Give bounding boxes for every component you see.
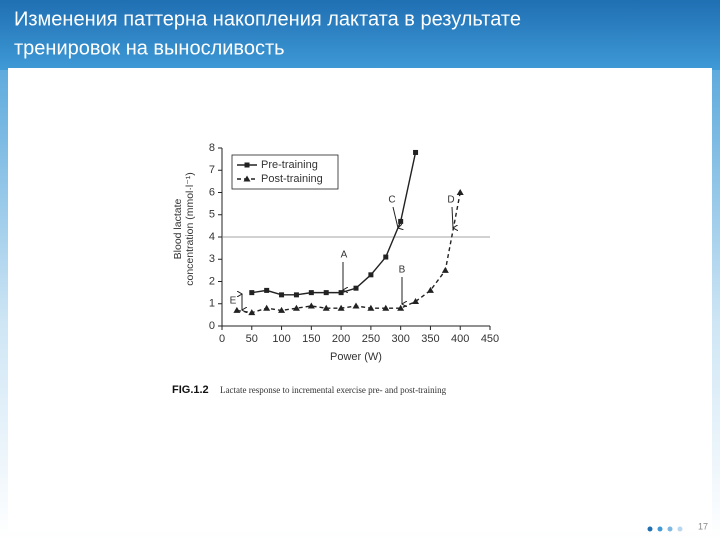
data-point [292, 304, 300, 311]
header [0, 0, 720, 70]
y-tick-label: 6 [209, 186, 215, 198]
y-tick-label: 2 [209, 275, 215, 287]
data-point [263, 304, 271, 311]
data-point [456, 189, 464, 195]
legend-label: Pre-training [261, 159, 318, 171]
slide-title: Изменения паттерна накопления лактата в … [14, 8, 521, 30]
x-tick-label: 300 [391, 333, 409, 345]
data-point [264, 287, 270, 293]
data-point [352, 302, 360, 309]
page-dots [647, 526, 683, 532]
legend-marker [244, 162, 250, 168]
data-point [441, 266, 449, 273]
annotation: B [399, 265, 406, 276]
legend-marker [243, 175, 251, 182]
annotation: A [341, 250, 348, 261]
annotation-arrow [392, 206, 398, 228]
annotation-arrow [451, 206, 453, 228]
y-tick-label: 5 [209, 209, 215, 221]
data-point [322, 304, 330, 311]
y-tick-label: 0 [209, 320, 215, 332]
page-number: 17 [698, 521, 708, 531]
x-tick-label: 50 [246, 333, 258, 345]
data-point [398, 218, 404, 224]
x-tick-label: 450 [481, 333, 499, 345]
y-tick-label: 4 [209, 231, 215, 243]
y-axis-label: concentration (mmol·l⁻¹) [184, 172, 196, 286]
data-point [338, 290, 344, 296]
data-point [279, 292, 285, 298]
x-tick-label: 100 [272, 333, 290, 345]
data-point [413, 149, 419, 155]
caption-text: Lactate response to incremental exercise… [220, 385, 447, 395]
data-point [323, 290, 329, 296]
y-tick-label: 1 [209, 298, 215, 310]
data-point [337, 304, 345, 311]
data-point [383, 254, 389, 260]
data-point [293, 292, 299, 298]
y-tick-label: 7 [209, 164, 215, 176]
y-axis-label: Blood lactate [172, 198, 184, 259]
slide-title: тренировок на выносливость [14, 37, 285, 59]
y-tick-label: 3 [209, 253, 215, 265]
data-point [353, 285, 359, 291]
data-point [307, 302, 315, 309]
legend-box [231, 154, 339, 190]
annotation: E [230, 296, 237, 307]
data-point [278, 306, 286, 313]
annotation: D [447, 195, 454, 206]
x-tick-label: 200 [332, 333, 350, 345]
data-point [368, 272, 374, 278]
x-tick-label: 250 [362, 333, 380, 345]
annotation: C [388, 195, 395, 206]
data-point [426, 286, 434, 293]
legend-label: Post-training [261, 173, 323, 185]
data-point [308, 290, 314, 296]
data-point [249, 290, 255, 296]
data-point [248, 309, 256, 316]
series-line [236, 192, 461, 314]
x-tick-label: 350 [421, 333, 439, 345]
x-tick-label: 150 [302, 333, 320, 345]
x-axis-label: Power (W) [330, 351, 382, 363]
data-point [412, 298, 420, 305]
data-point [397, 304, 405, 311]
caption-label: FIG.1.2 [172, 384, 209, 396]
x-tick-label: 400 [451, 333, 469, 345]
data-point [382, 304, 390, 311]
x-tick-label: 0 [219, 333, 225, 345]
data-point [367, 304, 375, 311]
y-tick-label: 8 [209, 142, 215, 154]
content-panel [8, 68, 712, 532]
